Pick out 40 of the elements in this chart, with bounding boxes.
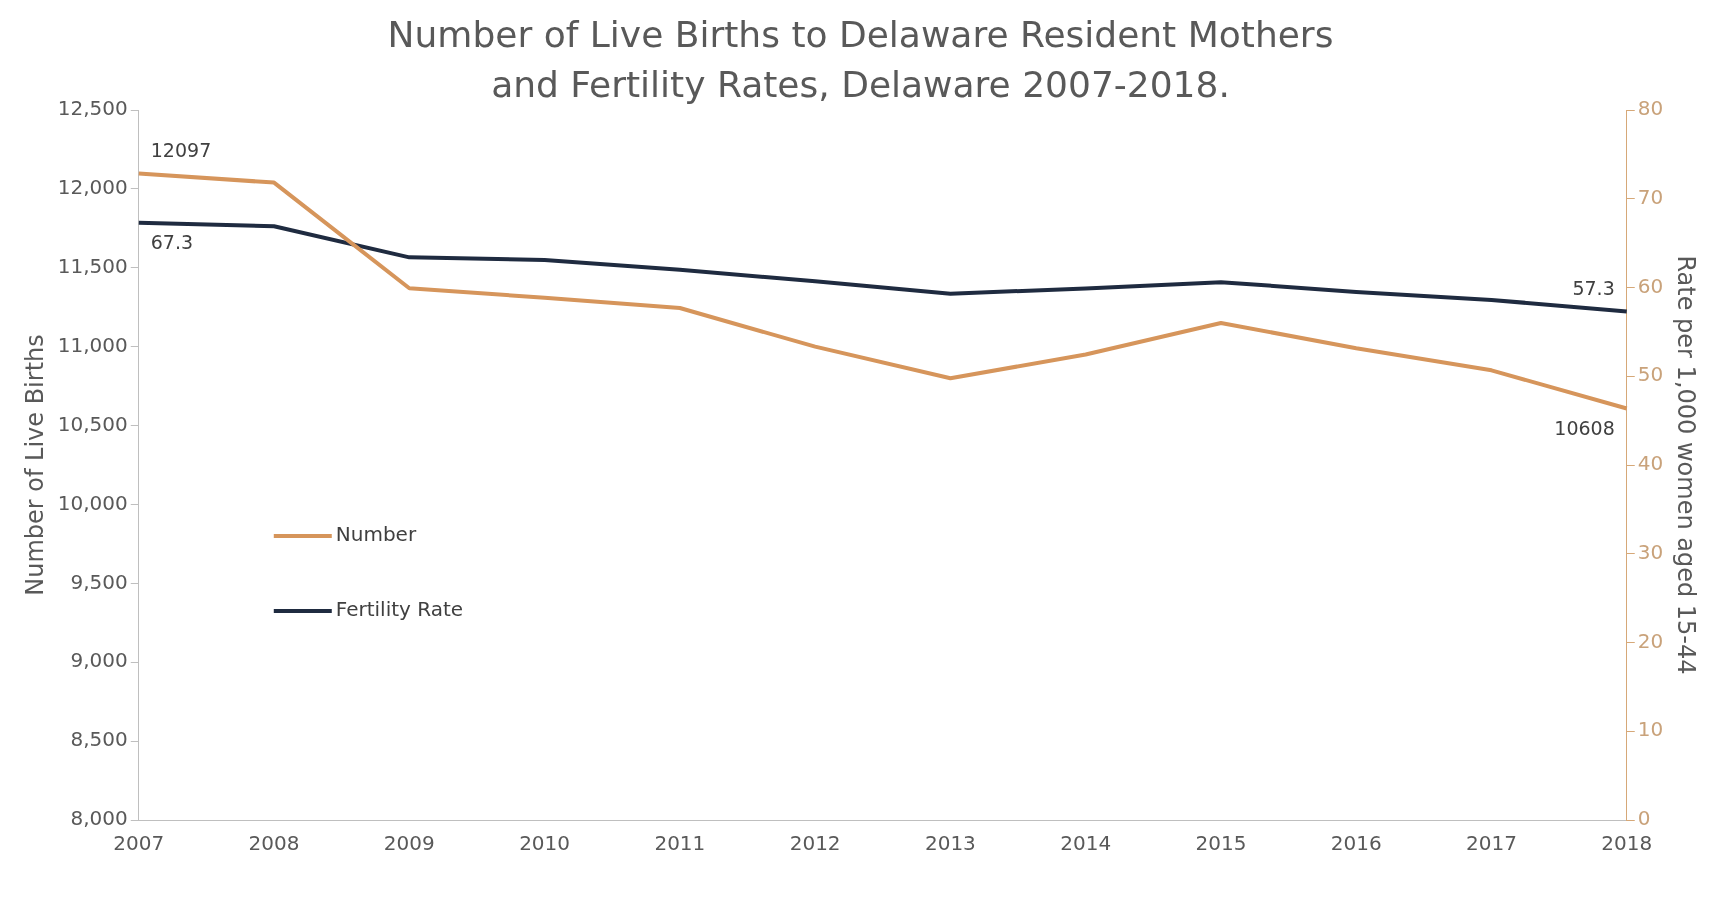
y-tick-label: 12,500: [57, 96, 128, 121]
legend-label: Fertility Rate: [335, 597, 464, 622]
y-tick-label: 12,000: [57, 175, 128, 200]
x-tick-label: 2018: [1601, 831, 1653, 856]
y-tick-label: 11,000: [57, 332, 128, 357]
x-tick-label: 2017: [1466, 831, 1517, 856]
y-tick-label: 11,500: [57, 253, 128, 278]
y-tick-label: 8,500: [70, 727, 128, 752]
x-tick-label: 2012: [789, 831, 841, 856]
data-label: 57.3: [1572, 276, 1615, 299]
x-tick-label: 2007: [113, 831, 165, 856]
x-tick-label: 2013: [924, 831, 976, 856]
legend-label: Number: [335, 522, 417, 547]
y2-tick-label: 50: [1637, 362, 1664, 387]
y2-tick-label: 0: [1637, 806, 1651, 831]
x-tick-label: 2011: [654, 831, 706, 856]
y-tick-label: 9,000: [70, 648, 128, 673]
chart-title: Number of Live Births to Delaware Resident Mothers and Fertility Rates, Delaware 2007-2018.: [386, 13, 1335, 107]
data-label: 67.3: [150, 231, 194, 254]
y2-tick-label: 20: [1637, 628, 1664, 653]
y2-tick-label: 10: [1637, 717, 1664, 742]
data-label: 12097: [150, 139, 212, 162]
x-tick-label: 2010: [519, 831, 571, 856]
y2-tick-label: 60: [1637, 273, 1664, 298]
x-tick-label: 2016: [1330, 831, 1382, 856]
y2-tick-label: 40: [1637, 451, 1664, 476]
y2-tick-label: 70: [1637, 184, 1664, 209]
x-tick-label: 2009: [383, 831, 435, 856]
x-tick-label: 2015: [1195, 831, 1247, 856]
y2-tick-label: 80: [1637, 96, 1664, 121]
y-tick-label: 10,500: [57, 411, 128, 436]
x-tick-label: 2008: [248, 831, 300, 856]
y-tick-label: 8,000: [70, 806, 128, 831]
y-axis-title: Number of Live Births: [20, 334, 49, 596]
y-tick-label: 9,500: [70, 569, 128, 594]
y2-tick-label: 30: [1637, 539, 1664, 564]
y-tick-label: 10,000: [57, 490, 128, 515]
data-label: 10608: [1554, 416, 1615, 439]
y2-axis-title: Rate per 1,000 women aged 15-44: [1672, 255, 1701, 675]
x-tick-label: 2014: [1060, 831, 1112, 856]
